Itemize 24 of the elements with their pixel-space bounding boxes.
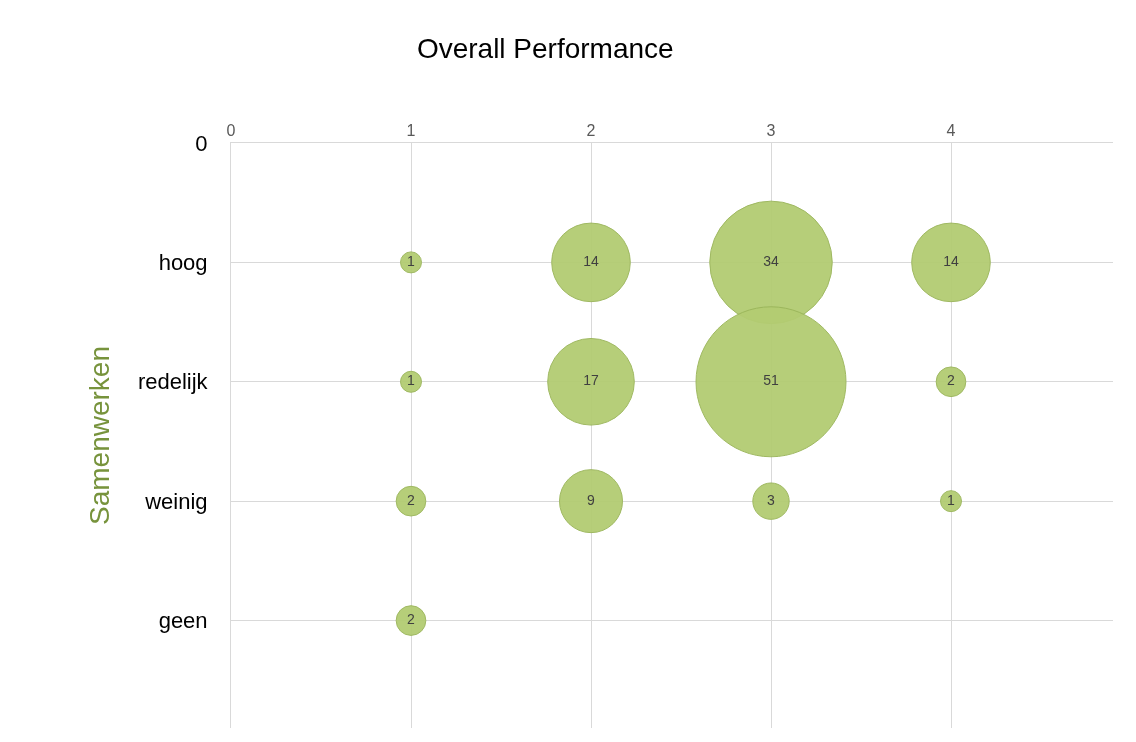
data-label: 1 [407,372,416,389]
x-tick-label: 3 [766,121,776,139]
data-label: 1 [407,252,416,269]
data-label: 1 [947,491,956,508]
data-label: 17 [583,372,599,389]
y-tick-label: hoog [158,250,208,276]
data-label: 14 [943,252,959,269]
chart-title: Overall Performance [416,32,674,64]
x-tick-label: 2 [586,121,596,139]
x-tick-label: 4 [946,121,956,139]
y-axis-title: Samenwerken [83,346,115,525]
data-label: 2 [407,611,416,628]
y-tick-label: geen [158,608,208,634]
x-tick-label: 1 [406,121,416,139]
data-label: 51 [763,372,779,389]
y-tick-label: weinig [144,488,208,514]
data-label: 3 [767,491,776,508]
data-label: 2 [407,491,416,508]
data-label: 9 [587,491,596,508]
x-tick-label: 0 [226,121,236,139]
data-label: 14 [583,252,599,269]
y-tick-label: redelijk [137,369,209,395]
data-label: 34 [763,252,779,269]
data-label: 2 [947,372,956,389]
